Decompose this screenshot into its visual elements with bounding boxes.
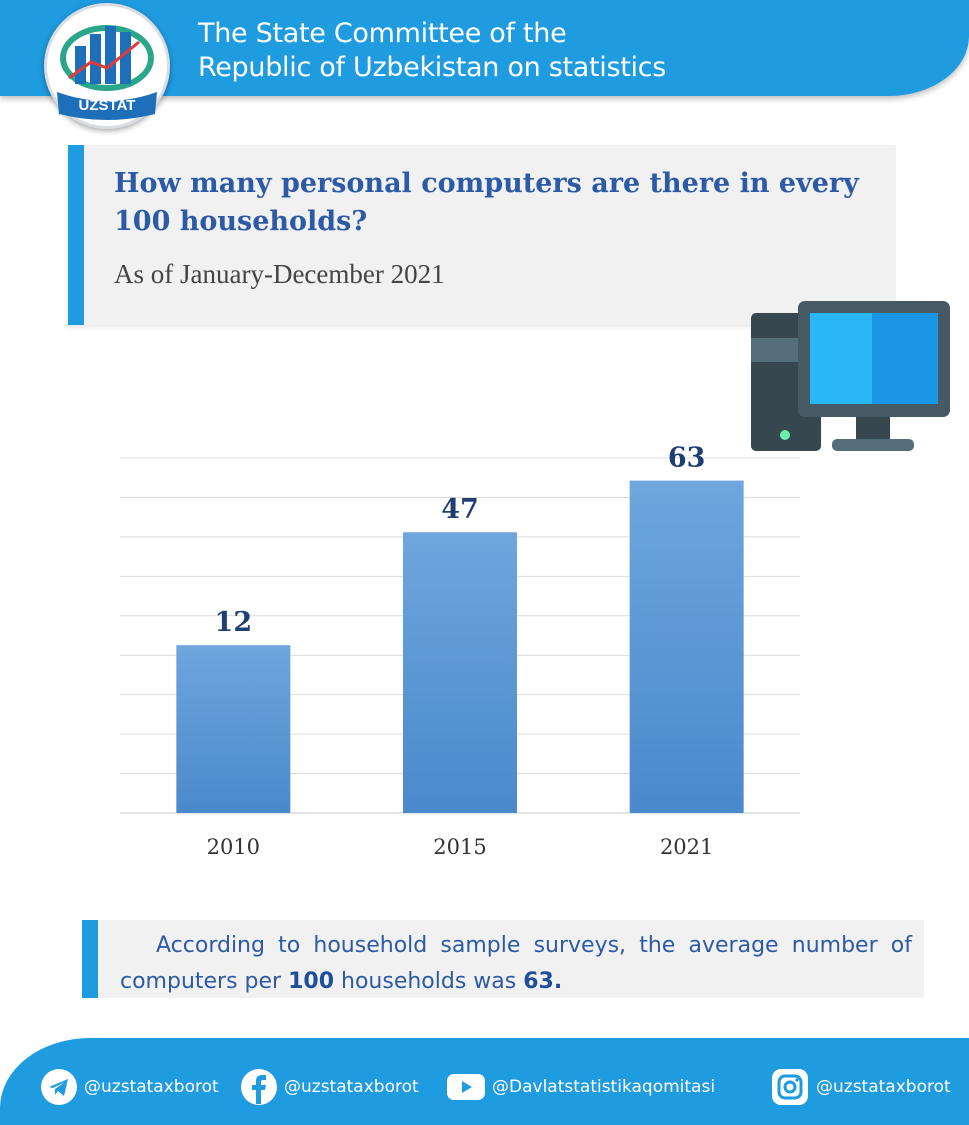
header-title-line1: The State Committee of the — [198, 18, 567, 49]
instagram-handle: @uzstataxborot — [816, 1077, 951, 1097]
youtube-icon — [447, 1074, 485, 1100]
footer-banner: @uzstataxborot @uzstataxborot @Davlatsta… — [0, 1038, 969, 1125]
bar-2015 — [403, 532, 517, 813]
tick-label-2010: 2010 — [207, 835, 260, 859]
note-text: According to household sample surveys, t… — [120, 928, 912, 1000]
facebook-handle: @uzstataxborot — [284, 1077, 419, 1097]
telegram-link[interactable]: @uzstataxborot — [40, 1069, 219, 1105]
facebook-icon — [241, 1069, 277, 1105]
youtube-handle: @Davlatstatistikaqomitasi — [492, 1077, 716, 1097]
title-panel: How many personal computers are there in… — [68, 145, 896, 325]
computer-icon — [751, 301, 950, 451]
bar-chart: 12 2010 47 2015 63 2021 — [120, 443, 800, 859]
bar-2021 — [629, 480, 744, 813]
telegram-icon — [41, 1069, 77, 1105]
logo-text: UZSTAT — [79, 97, 136, 114]
tick-label-2021: 2021 — [660, 835, 713, 859]
instagram-link[interactable]: @uzstataxborot — [770, 1069, 951, 1105]
note-part1: According to household sample surveys, t… — [120, 933, 912, 994]
note-part2: households was — [334, 969, 524, 994]
logo-graphic: UZSTAT — [57, 25, 157, 120]
data-label-2021: 63 — [668, 443, 706, 474]
tick-label-2015: 2015 — [433, 835, 486, 859]
youtube-link[interactable]: @Davlatstatistikaqomitasi — [446, 1070, 715, 1104]
bar-2010 — [176, 645, 291, 813]
chart-bars — [176, 480, 744, 813]
note-number-households: 100 — [288, 969, 335, 994]
data-label-2010: 12 — [215, 607, 253, 638]
chart-title: How many personal computers are there in… — [114, 168, 859, 237]
facebook-link[interactable]: @uzstataxborot — [240, 1069, 419, 1105]
chart-period: As of January-December 2021 — [114, 259, 445, 289]
data-label-2015: 47 — [441, 494, 479, 525]
chart-labels: 12 2010 47 2015 63 2021 — [207, 443, 714, 859]
instagram-icon — [772, 1069, 808, 1105]
telegram-handle: @uzstataxborot — [84, 1077, 219, 1097]
note-panel: According to household sample surveys, t… — [82, 920, 924, 998]
header-title-line2: Republic of Uzbekistan on statistics — [198, 52, 667, 83]
note-number-computers: 63. — [523, 969, 563, 994]
uzstat-logo: UZSTAT — [44, 3, 170, 129]
header-title: The State Committee of the Republic of U… — [198, 17, 666, 85]
